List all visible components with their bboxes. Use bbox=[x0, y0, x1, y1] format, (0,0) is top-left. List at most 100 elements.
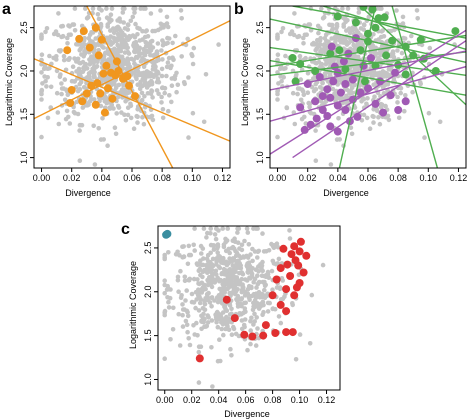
background-point bbox=[58, 48, 64, 53]
background-point bbox=[276, 314, 282, 319]
background-point bbox=[235, 297, 241, 302]
background-point bbox=[232, 239, 238, 244]
series-point bbox=[374, 14, 383, 23]
background-point bbox=[119, 110, 124, 115]
background-point bbox=[126, 22, 131, 28]
background-point bbox=[94, 64, 100, 69]
background-point bbox=[162, 256, 167, 262]
background-point bbox=[149, 38, 155, 44]
background-point bbox=[116, 82, 122, 88]
background-point bbox=[364, 115, 370, 121]
background-point bbox=[61, 53, 67, 59]
background-point bbox=[130, 14, 136, 20]
background-point bbox=[104, 98, 109, 103]
background-point bbox=[401, 35, 406, 41]
background-point bbox=[295, 91, 300, 97]
x-tick-label: 0.04 bbox=[329, 173, 347, 183]
background-point bbox=[164, 73, 169, 79]
background-point bbox=[43, 29, 48, 35]
background-point bbox=[218, 312, 224, 318]
series-point bbox=[296, 237, 305, 246]
background-point bbox=[212, 232, 218, 237]
background-point bbox=[208, 250, 213, 256]
background-point bbox=[301, 41, 306, 46]
background-point bbox=[344, 99, 350, 105]
background-point bbox=[283, 53, 288, 59]
background-point bbox=[209, 270, 215, 276]
background-point bbox=[225, 226, 230, 231]
background-point bbox=[239, 303, 244, 309]
fit-line bbox=[270, 59, 466, 96]
background-point bbox=[311, 88, 317, 94]
background-point bbox=[221, 244, 227, 250]
background-point bbox=[189, 291, 195, 297]
background-point bbox=[148, 74, 153, 79]
background-point bbox=[166, 250, 171, 255]
series-point bbox=[351, 18, 360, 27]
background-point bbox=[376, 115, 381, 120]
y-axis-title-c: Logarithmic Coverage bbox=[128, 261, 138, 349]
background-point bbox=[224, 322, 230, 328]
background-point bbox=[328, 162, 334, 167]
series-point bbox=[271, 329, 280, 337]
y-tick-label: 1.5 bbox=[255, 108, 265, 121]
background-point bbox=[72, 79, 78, 84]
background-point bbox=[239, 270, 245, 275]
background-point bbox=[228, 290, 233, 296]
x-axis-title-b: Divergence bbox=[323, 188, 369, 198]
background-point bbox=[219, 257, 225, 263]
background-point bbox=[160, 57, 165, 62]
background-point bbox=[147, 45, 152, 50]
background-point bbox=[230, 263, 236, 268]
background-point bbox=[245, 347, 250, 353]
series-point bbox=[195, 354, 204, 363]
background-point bbox=[111, 79, 117, 85]
background-point bbox=[278, 74, 283, 79]
fit-line bbox=[292, 40, 466, 159]
background-point bbox=[122, 87, 128, 93]
background-point bbox=[190, 110, 196, 116]
background-point bbox=[39, 134, 44, 140]
series-point bbox=[335, 46, 344, 55]
background-point bbox=[249, 284, 254, 290]
background-point bbox=[235, 230, 240, 235]
background-point bbox=[135, 25, 140, 31]
background-point bbox=[220, 226, 225, 231]
background-point bbox=[344, 87, 350, 92]
background-point bbox=[162, 90, 167, 96]
background-point bbox=[383, 103, 388, 109]
fit-line bbox=[322, 6, 466, 50]
series-point bbox=[282, 328, 291, 337]
background-point bbox=[213, 268, 219, 274]
background-point bbox=[381, 34, 387, 39]
background-point bbox=[254, 255, 260, 260]
y-tick-label: 1.5 bbox=[143, 329, 153, 342]
background-point bbox=[127, 35, 132, 40]
background-point bbox=[95, 12, 101, 17]
background-point bbox=[56, 121, 62, 127]
background-point bbox=[39, 91, 44, 97]
background-point bbox=[139, 97, 145, 103]
background-point bbox=[243, 309, 248, 315]
background-point bbox=[332, 35, 338, 40]
background-point bbox=[396, 115, 402, 121]
background-point bbox=[353, 68, 358, 73]
background-point bbox=[156, 91, 161, 97]
background-point bbox=[251, 300, 256, 306]
background-point bbox=[371, 120, 376, 125]
background-point bbox=[79, 52, 84, 57]
background-point bbox=[348, 125, 354, 130]
background-point bbox=[160, 107, 166, 112]
background-point bbox=[362, 22, 367, 28]
background-point bbox=[227, 312, 233, 317]
background-point bbox=[149, 88, 154, 93]
series-point bbox=[288, 328, 297, 337]
background-point bbox=[179, 54, 184, 59]
background-point bbox=[123, 41, 128, 46]
background-point bbox=[341, 24, 347, 29]
series-point bbox=[282, 307, 291, 316]
background-point bbox=[183, 318, 189, 324]
background-point bbox=[125, 57, 131, 63]
background-point bbox=[215, 250, 220, 255]
